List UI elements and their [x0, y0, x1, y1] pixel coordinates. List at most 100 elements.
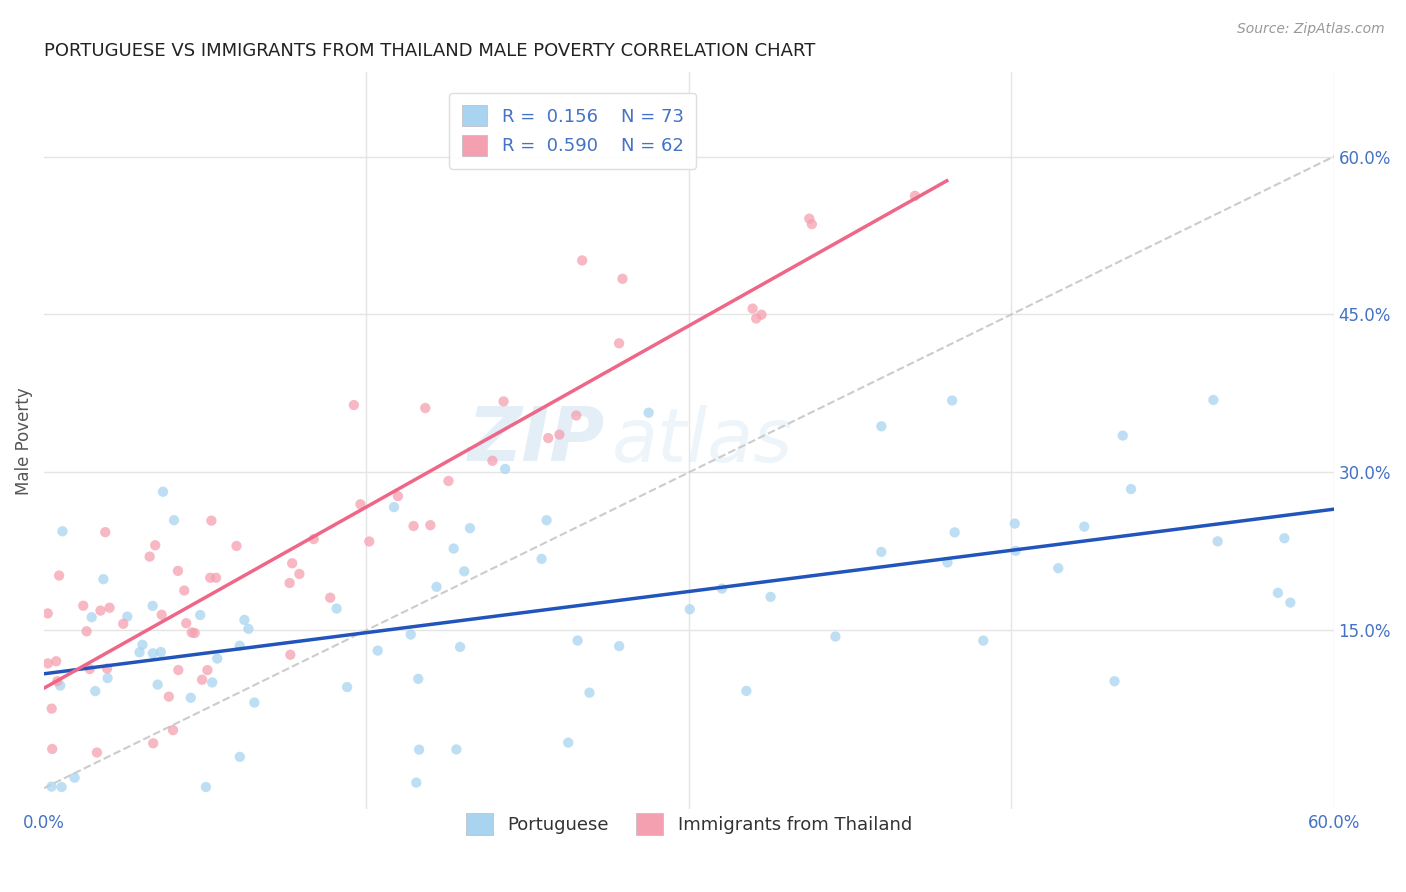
Point: [557, 736, 579, 750]
Point: [79, 662, 101, 676]
Point: [387, 489, 409, 503]
Point: [128, 645, 150, 659]
Point: [37, 607, 59, 621]
Point: [679, 602, 702, 616]
Point: [63, 771, 86, 785]
Point: [800, 217, 823, 231]
Point: [194, 780, 217, 794]
Point: [41, 701, 63, 715]
Point: [425, 580, 447, 594]
Point: [1279, 596, 1302, 610]
Point: [243, 696, 266, 710]
Point: [167, 564, 190, 578]
Point: [225, 539, 247, 553]
Point: [188, 607, 211, 622]
Point: [419, 518, 441, 533]
Point: [143, 538, 166, 552]
Point: [367, 643, 389, 657]
Point: [150, 607, 173, 622]
Point: [870, 545, 893, 559]
Point: [1202, 392, 1225, 407]
Point: [229, 749, 252, 764]
Point: [117, 609, 139, 624]
Point: [741, 301, 763, 316]
Point: [446, 742, 468, 756]
Text: Source: ZipAtlas.com: Source: ZipAtlas.com: [1237, 22, 1385, 37]
Point: [449, 640, 471, 654]
Point: [870, 419, 893, 434]
Point: [205, 571, 228, 585]
Point: [443, 541, 465, 556]
Point: [94, 525, 117, 540]
Point: [180, 625, 202, 640]
Point: [402, 519, 425, 533]
Point: [735, 684, 758, 698]
Point: [131, 638, 153, 652]
Point: [149, 645, 172, 659]
Point: [336, 680, 359, 694]
Point: [1274, 531, 1296, 545]
Point: [142, 646, 165, 660]
Point: [399, 627, 422, 641]
Point: [612, 272, 634, 286]
Point: [84, 684, 107, 698]
Point: [325, 601, 347, 615]
Point: [48, 568, 70, 582]
Point: [183, 626, 205, 640]
Point: [142, 599, 165, 613]
Point: [233, 613, 256, 627]
Point: [936, 556, 959, 570]
Point: [406, 672, 429, 686]
Text: PORTUGUESE VS IMMIGRANTS FROM THAILAND MALE POVERTY CORRELATION CHART: PORTUGUESE VS IMMIGRANTS FROM THAILAND M…: [44, 42, 815, 60]
Point: [492, 394, 515, 409]
Point: [89, 604, 111, 618]
Point: [80, 610, 103, 624]
Point: [943, 525, 966, 540]
Point: [972, 633, 994, 648]
Point: [1112, 428, 1135, 442]
Point: [41, 742, 63, 756]
Point: [494, 462, 516, 476]
Point: [413, 401, 436, 415]
Point: [302, 532, 325, 546]
Point: [1267, 586, 1289, 600]
Point: [530, 552, 553, 566]
Text: atlas: atlas: [612, 405, 793, 477]
Point: [167, 663, 190, 677]
Point: [565, 409, 588, 423]
Point: [191, 673, 214, 687]
Y-axis label: Male Poverty: Male Poverty: [15, 387, 32, 494]
Point: [1004, 544, 1026, 558]
Point: [1119, 482, 1142, 496]
Point: [349, 497, 371, 511]
Point: [41, 780, 63, 794]
Point: [51, 780, 73, 794]
Point: [238, 622, 260, 636]
Point: [37, 657, 59, 671]
Point: [548, 427, 571, 442]
Point: [607, 639, 630, 653]
Point: [799, 211, 821, 226]
Point: [637, 406, 659, 420]
Point: [200, 571, 222, 585]
Point: [745, 311, 768, 326]
Point: [163, 513, 186, 527]
Point: [174, 616, 197, 631]
Point: [1047, 561, 1070, 575]
Point: [751, 308, 773, 322]
Point: [142, 736, 165, 750]
Point: [201, 675, 224, 690]
Point: [281, 556, 304, 570]
Point: [711, 582, 734, 596]
Point: [278, 576, 301, 591]
Point: [437, 474, 460, 488]
Point: [207, 651, 229, 665]
Point: [1104, 674, 1126, 689]
Point: [408, 742, 430, 756]
Point: [45, 654, 67, 668]
Point: [759, 590, 782, 604]
Point: [607, 336, 630, 351]
Point: [280, 648, 302, 662]
Point: [76, 624, 98, 639]
Point: [904, 188, 927, 202]
